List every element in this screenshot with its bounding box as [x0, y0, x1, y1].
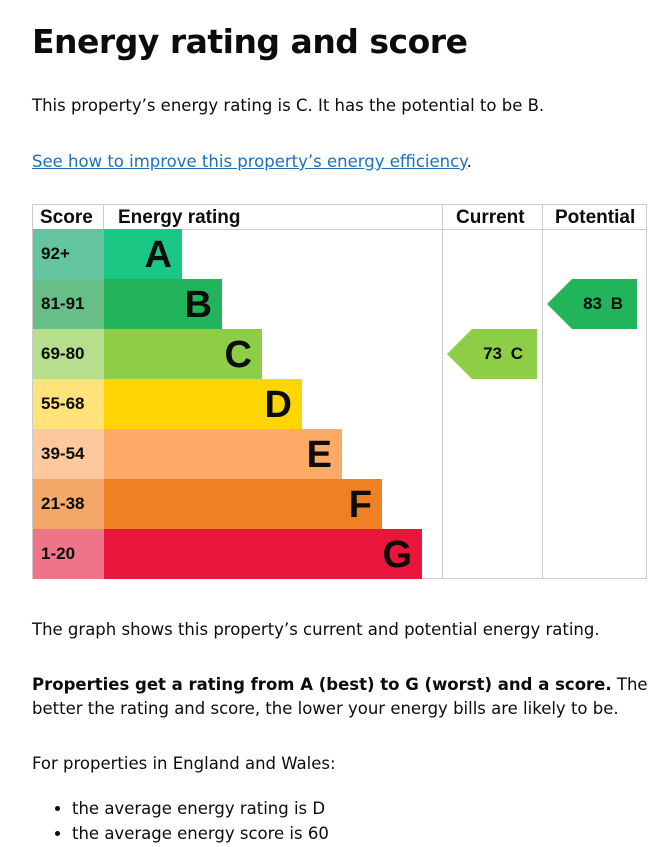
rating-bar: F [104, 479, 382, 529]
header-current: Current [456, 207, 525, 228]
score-range: 69-80 [33, 329, 104, 379]
header-score: Score [40, 207, 93, 228]
rating-explanation: Properties get a rating from A (best) to… [32, 673, 652, 721]
region-text: For properties in England and Wales: [32, 754, 336, 773]
rating-bar: E [104, 429, 342, 479]
rating-bar: C [104, 329, 262, 379]
energy-rating-chart: Score Energy rating Current Potential 92… [32, 204, 647, 579]
header-potential: Potential [555, 207, 636, 228]
improve-paragraph: See how to improve this property’s energ… [32, 150, 652, 174]
score-range: 1-20 [33, 529, 104, 579]
current-rating-arrow: 73 C [447, 329, 537, 379]
list-item: the average energy score is 60 [72, 821, 329, 846]
link-suffix: . [466, 152, 472, 171]
list-item: the average energy rating is D [72, 796, 329, 821]
potential-rating-arrow: 83 B [547, 279, 637, 329]
page-title: Energy rating and score [32, 22, 468, 61]
score-range: 21-38 [33, 479, 104, 529]
header-rating: Energy rating [118, 207, 241, 228]
divider [542, 205, 543, 578]
rating-bold: Properties get a rating from A (best) to… [32, 675, 612, 694]
score-range: 55-68 [33, 379, 104, 429]
rating-bar: G [104, 529, 422, 579]
rating-bar: B [104, 279, 222, 329]
rating-rest: The better the rating and score, the low… [32, 675, 648, 718]
divider [442, 205, 443, 578]
score-range: 81-91 [33, 279, 104, 329]
rating-bar: D [104, 379, 302, 429]
improve-link[interactable]: See how to improve this property’s energ… [32, 152, 467, 171]
averages-list: the average energy rating is D the avera… [32, 796, 329, 846]
divider [103, 205, 104, 230]
rating-bar: A [104, 229, 182, 279]
divider [33, 229, 646, 230]
score-range: 92+ [33, 229, 104, 279]
graph-text: The graph shows this property’s current … [32, 620, 600, 639]
intro-text: This property’s energy rating is C. It h… [32, 96, 545, 115]
score-range: 39-54 [33, 429, 104, 479]
